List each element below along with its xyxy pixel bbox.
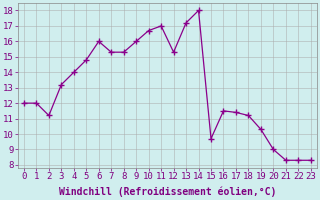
X-axis label: Windchill (Refroidissement éolien,°C): Windchill (Refroidissement éolien,°C) [59,187,276,197]
